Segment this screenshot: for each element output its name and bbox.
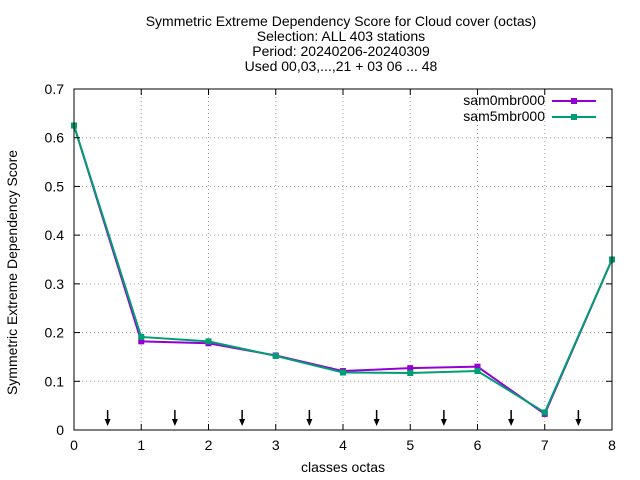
y-tick-label: 0.1 [45, 373, 65, 389]
legend-label: sam5mbr000 [463, 108, 545, 124]
y-axis-label: Symmetric Extreme Dependency Score [4, 150, 20, 395]
data-point [474, 363, 481, 370]
series-sam5mbr000 [71, 122, 615, 416]
x-tick-label: 0 [70, 437, 78, 453]
plot-border [73, 88, 613, 431]
data-point [205, 338, 212, 345]
class-boundary-arrows [104, 410, 582, 426]
x-tick-label: 7 [541, 437, 549, 453]
arrow-head [104, 419, 111, 426]
title-line: Used 00,03,...,21 + 03 06 ... 48 [245, 58, 438, 74]
data-point [541, 409, 548, 416]
data-point [272, 352, 279, 359]
x-tick-labels: 0 1 2 3 4 5 6 7 8 [70, 437, 616, 453]
arrow-marker-icon [440, 410, 447, 426]
arrow-marker-icon [575, 410, 582, 426]
y-tick-labels: 0 0.1 0.2 0.3 0.4 0.5 0.6 0.7 [45, 81, 65, 438]
arrow-marker-icon [104, 410, 111, 426]
arrow-head [575, 419, 582, 426]
y-tick-label: 0.7 [45, 81, 65, 97]
arrow-head [508, 419, 515, 426]
grid [74, 89, 612, 430]
x-axis-label: classes octas [301, 459, 385, 475]
legend-label: sam0mbr000 [463, 92, 545, 108]
arrow-marker-icon [508, 410, 515, 426]
y-tick-label: 0.4 [45, 227, 65, 243]
data-point [474, 368, 481, 375]
x-tick-label: 6 [474, 437, 482, 453]
title-line: Period: 20240206-20240309 [252, 43, 430, 59]
x-tick-label: 2 [205, 437, 213, 453]
y-tick-label: 0.6 [45, 130, 65, 146]
y-tick-label: 0 [56, 422, 64, 438]
y-tick-label: 0.3 [45, 276, 65, 292]
legend-marker [571, 114, 577, 120]
axis-ticks [73, 88, 613, 431]
arrow-head [440, 419, 447, 426]
data-point [138, 338, 145, 345]
data-point [407, 365, 414, 372]
y-tick-label: 0.2 [45, 325, 65, 341]
series-lines [71, 122, 615, 417]
data-point [407, 370, 414, 377]
arrow-head [171, 419, 178, 426]
arrow-head [239, 419, 246, 426]
arrow-marker-icon [239, 410, 246, 426]
title-line: Selection: ALL 403 stations [257, 28, 425, 44]
arrow-marker-icon [171, 410, 178, 426]
title-line: Symmetric Extreme Dependency Score for C… [146, 13, 537, 29]
y-tick-label: 0.5 [45, 178, 65, 194]
arrow-head [306, 419, 313, 426]
arrow-marker-icon [373, 410, 380, 426]
arrow-marker-icon [306, 410, 313, 426]
x-tick-label: 1 [137, 437, 145, 453]
x-tick-label: 4 [339, 437, 347, 453]
legend-marker [571, 98, 577, 104]
arrow-head [373, 419, 380, 426]
x-tick-label: 5 [406, 437, 414, 453]
x-tick-label: 3 [272, 437, 280, 453]
data-point [340, 369, 346, 376]
data-point [138, 333, 145, 340]
chart-title: Symmetric Extreme Dependency Score for C… [146, 13, 537, 74]
x-tick-label: 8 [608, 437, 616, 453]
